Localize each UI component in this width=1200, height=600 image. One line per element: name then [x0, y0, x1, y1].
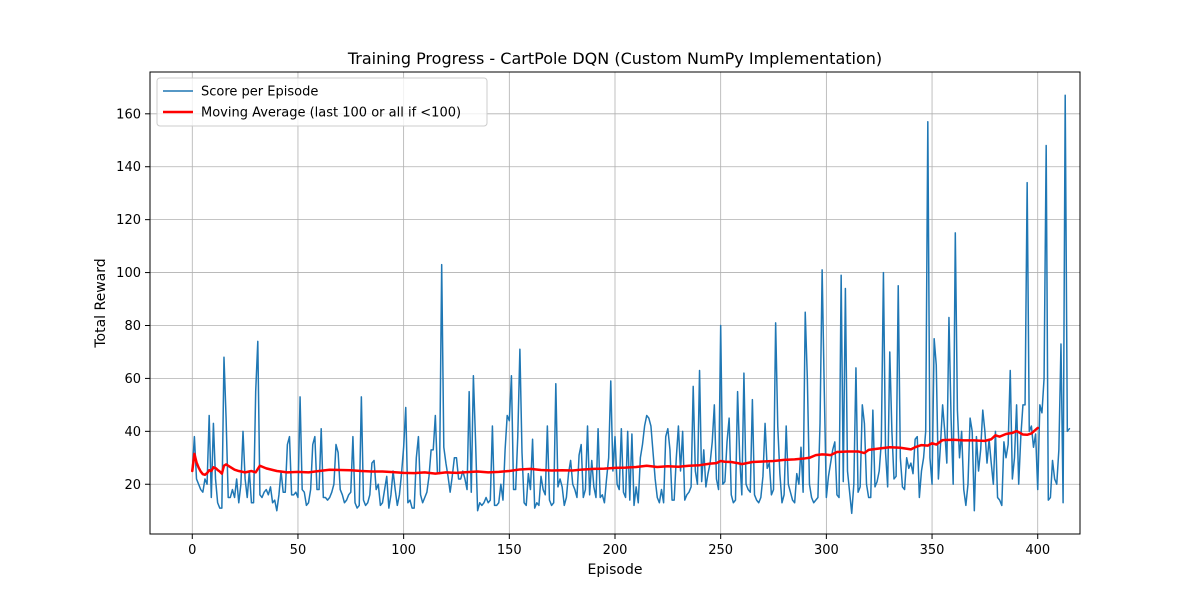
series-layer	[191, 94, 1071, 515]
x-tick-label: 250	[708, 543, 733, 558]
x-tick-label: 200	[603, 543, 628, 558]
x-tick-label: 400	[1025, 543, 1050, 558]
y-tick-label: 140	[116, 160, 141, 175]
y-tick-label: 100	[116, 266, 141, 281]
y-tick-label: 20	[124, 478, 141, 493]
y-tick-label: 60	[124, 372, 141, 387]
legend-label-moving-average: Moving Average (last 100 or all if <100)	[201, 106, 461, 121]
legend: Score per Episode Moving Average (last 1…	[156, 77, 488, 127]
x-tick-label: 350	[920, 543, 945, 558]
x-tick-label: 100	[391, 543, 416, 558]
y-tick-label: 160	[116, 107, 141, 122]
moving-average-line	[191, 426, 1039, 476]
legend-label-score: Score per Episode	[201, 85, 318, 100]
y-axis-label: Total Reward	[93, 258, 109, 348]
y-tick-label: 120	[116, 213, 141, 228]
legend-box	[156, 77, 488, 127]
x-tick-label: 50	[290, 543, 307, 558]
x-tick-label: 150	[497, 543, 522, 558]
chart-title: Training Progress - CartPole DQN (Custom…	[347, 49, 882, 68]
x-axis-label: Episode	[588, 562, 643, 578]
y-tick-label: 40	[124, 425, 141, 440]
x-tick-label: 0	[188, 543, 196, 558]
x-tick-label: 300	[814, 543, 839, 558]
y-tick-label: 80	[124, 319, 141, 334]
ticks-layer: 0 50 100 150 200 250 300 350 400 20 40 60 80 100 120 14…	[116, 107, 1050, 558]
